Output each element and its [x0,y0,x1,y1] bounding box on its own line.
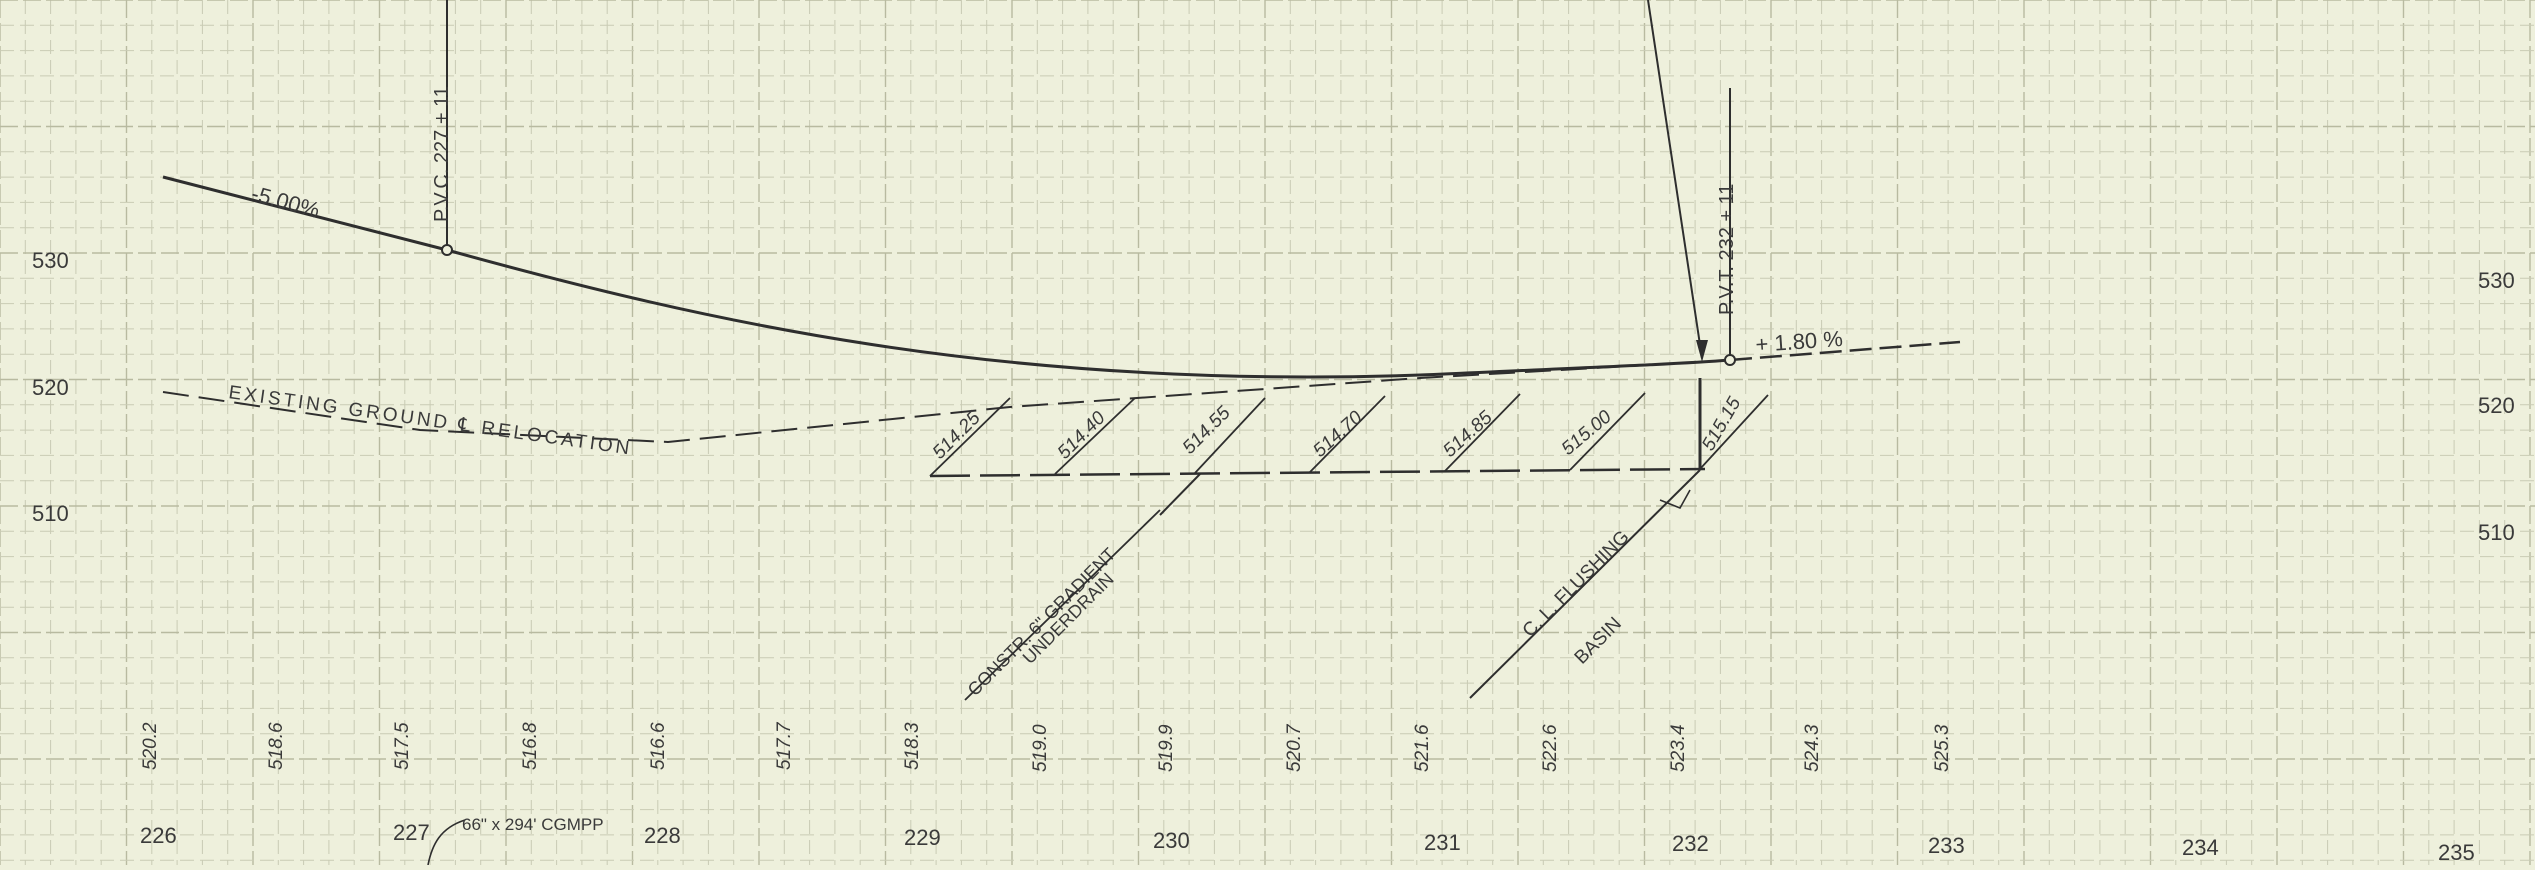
ground-elevation-label: 525.3 [1932,724,1953,772]
pvt-label: P.V.T. 232 + 11 [1716,184,1738,315]
ground-elevation-label: 522.6 [1540,724,1561,772]
underdrain: 514.25 514.40 514.55 514.70 514.85 515.0… [929,378,1769,701]
grade-in-label: -5.00% [249,181,323,223]
elevation-tick [1054,397,1136,475]
elevation-label-left-530: 530 [32,248,69,273]
elevation-tick [929,397,1011,477]
pvi-leader [1647,0,1703,359]
underdrain-elevation-ticks [929,392,1769,477]
elevation-label-right-510: 510 [2478,520,2515,545]
flushing-basin: C. L. FLUSHING BASIN [1469,469,1701,699]
basin-note-line2: BASIN [1571,613,1626,668]
elevation-label-left-520: 520 [32,375,69,400]
station-label: 227 [393,820,430,845]
station-label: 234 [2182,835,2219,860]
elevation-label-right-520: 520 [2478,393,2515,418]
underdrain-line [929,467,1706,478]
grade-line-out [1729,340,1961,362]
proposed-profile: -5.00% + 1.80 % P.V.C. 227 + 11 P.V.T. 2… [162,0,1961,379]
ground-elevation-label: 524.3 [1802,724,1823,772]
ground-elevation-label: 521.6 [1412,724,1433,772]
station-labels: 226 227 228 229 230 231 232 233 234 235 [140,820,2475,865]
underdrain-note-underline [964,509,1161,701]
pipe-note-leader [427,819,466,866]
station-label: 235 [2438,840,2475,865]
pvc-label: P.V.C. 227 + 11 [431,86,453,222]
underdrain-note-leader [1159,473,1201,516]
grade-line-in [162,175,448,252]
ground-elevation-label: 516.8 [520,722,541,770]
ground-elevation-label: 517.7 [774,721,795,770]
grade-out-label: + 1.80 % [1755,326,1844,357]
elevation-label-right-530: 530 [2478,268,2515,293]
elevation-tick [1569,392,1646,471]
underdrain-elevation-label: 514.70 [1309,407,1367,462]
station-label: 229 [904,825,941,850]
ground-elevation-label: 519.0 [1030,724,1051,772]
elevation-tick [1309,395,1386,473]
ground-elevation-label: 517.5 [392,722,413,770]
basin-leader-tick [1659,489,1691,510]
elevation-tick [1444,393,1521,472]
ground-elevation-label: 520.2 [140,722,161,770]
ground-elevation-label: 523.4 [1668,724,1689,772]
pvt-point [1724,354,1736,366]
ground-elevation-label: 520.7 [1284,723,1305,772]
elevation-tick [1699,394,1769,470]
elevation-tick [1194,397,1266,474]
ground-elevation-label: 518.6 [266,722,287,770]
existing-ground-line [162,361,1701,444]
ground-elevation-label: 518.3 [902,722,923,770]
station-label: 231 [1424,830,1461,855]
ground-elevation-label: 516.6 [648,722,669,770]
existing-ground-elevations: 520.2 518.6 517.5 516.8 516.6 517.7 518.… [140,721,1953,772]
vertical-curve [446,248,1731,379]
pipe-note: 66" x 294' CGMPP [427,815,604,866]
pvi-arrowhead [1696,340,1708,362]
station-label: 228 [644,823,681,848]
pipe-note-label: 66" x 294' CGMPP [462,815,604,834]
elevation-label-left-510: 510 [32,501,69,526]
station-label: 230 [1153,828,1190,853]
underdrain-elevation-label: 514.25 [929,407,985,463]
basin-centerline [1469,469,1701,699]
underdrain-elevation-label: 514.85 [1439,407,1497,462]
ground-elevation-label: 519.9 [1156,724,1177,772]
station-label: 226 [140,823,177,848]
station-label: 232 [1672,831,1709,856]
station-label: 233 [1928,833,1965,858]
pvc-point [441,244,453,256]
